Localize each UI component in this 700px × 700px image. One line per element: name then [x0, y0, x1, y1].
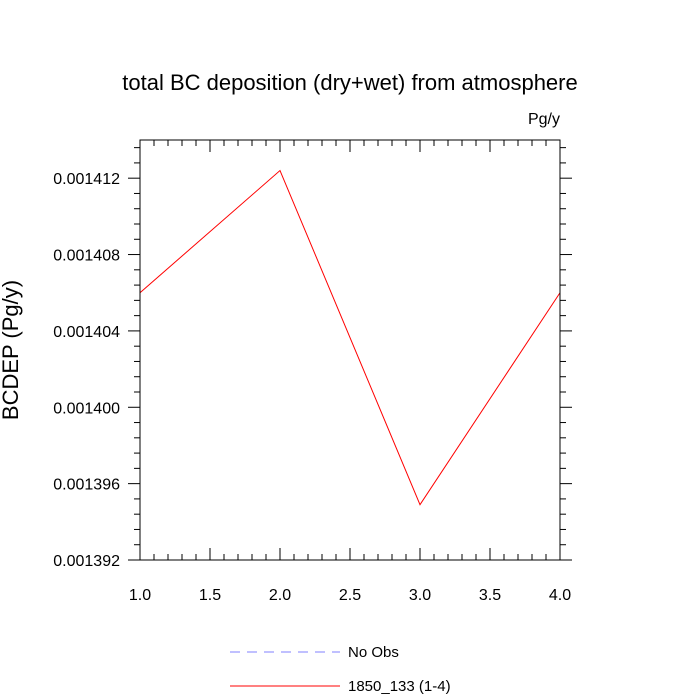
x-tick-label: 1.0 — [129, 587, 151, 604]
x-tick-label: 3.5 — [479, 587, 501, 604]
y-tick-label: 0.001392 — [53, 553, 120, 570]
legend-label: 1850_133 (1-4) — [348, 678, 451, 695]
y-tick-label: 0.001396 — [53, 477, 120, 494]
series-line — [139, 169, 561, 506]
x-tick-label: 1.5 — [199, 587, 221, 604]
y-axis-label: BCDEP (Pg/y) — [0, 280, 23, 420]
y-tick-label: 0.001408 — [53, 248, 120, 265]
plot-layer: 1.0 1.5 2.0 2.5 3.0 3.5 4.0 0.001392 0.001396 0.0… — [53, 140, 572, 604]
y-tick-label: 0.001412 — [53, 171, 120, 188]
plot-frame — [139, 139, 561, 561]
y-tick-label: 0.001400 — [53, 400, 120, 417]
legend-label: No Obs — [348, 644, 399, 661]
legend: No Obs 1850_133 (1-4) — [230, 644, 451, 695]
units-label: Pg/y — [528, 111, 560, 128]
x-tick-label: 4.0 — [549, 587, 571, 604]
x-tick-label: 3.0 — [409, 587, 431, 604]
chart-title: total BC deposition (dry+wet) from atmos… — [122, 70, 577, 95]
y-tick-label: 0.001404 — [53, 324, 120, 341]
x-tick-label: 2.5 — [339, 587, 361, 604]
x-tick-label: 2.0 — [269, 587, 291, 604]
